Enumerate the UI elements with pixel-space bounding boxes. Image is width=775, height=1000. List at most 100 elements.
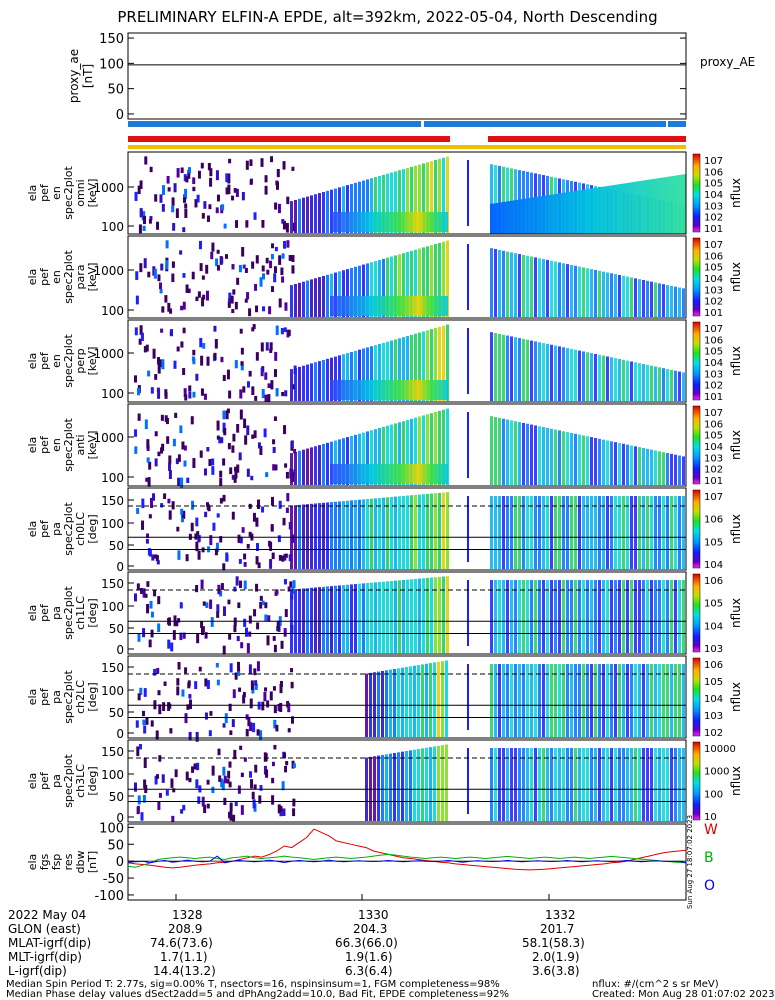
spectrogram-column: [606, 580, 609, 653]
spectrogram-pixel: [224, 713, 228, 724]
ylabel-line: pa: [50, 522, 63, 536]
spectrogram-pixel: [266, 635, 270, 646]
spectrogram-pixel: [204, 511, 208, 518]
spectrogram-pixel: [196, 531, 200, 537]
spectrogram-column: [646, 448, 649, 485]
ylabel-line: spec2plot: [62, 166, 75, 220]
spectrogram-column: [594, 437, 597, 485]
spectrogram-column: [586, 352, 589, 401]
colorbar-tick-label: 10000: [704, 744, 736, 755]
spectrogram-column: [586, 748, 589, 821]
spectrogram-column: [538, 664, 541, 737]
spectrogram-column: [650, 365, 653, 401]
spectrogram-pixel: [249, 698, 253, 709]
spectrogram-pixel: [180, 167, 184, 173]
spectrogram-column: [638, 447, 641, 485]
spectrogram-column: [526, 496, 529, 569]
spectrogram-pixel: [144, 156, 148, 165]
spectrogram-column: [538, 580, 541, 653]
spectrogram-pixel: [292, 808, 296, 817]
spectrogram-column: [382, 497, 385, 569]
spectrogram-pixel: [154, 775, 158, 785]
spectrogram-column: [654, 450, 657, 485]
spectrogram-column: [538, 748, 541, 821]
spectrogram-column: [350, 183, 353, 233]
fgs-ylabel-line: dbw: [74, 851, 87, 874]
spectrogram-pixel: [142, 588, 146, 598]
spectrogram-pixel: [222, 410, 226, 420]
colorbar-tick-label: 106: [704, 576, 723, 587]
spectrogram-column: [318, 445, 321, 485]
colorbar-tick-label: 101: [704, 224, 723, 235]
spectrogram-pixel: [250, 475, 254, 481]
colorbar-frame: [692, 741, 701, 821]
ylabel-line: ela: [26, 269, 39, 286]
spectrogram-column: [322, 443, 325, 485]
spectrogram-pixel: [221, 780, 225, 791]
spectrogram-pixel: [147, 271, 151, 278]
spectrogram-pixel: [233, 749, 237, 760]
spectrogram-column: [598, 354, 601, 401]
spectrogram-pixel: [150, 611, 154, 618]
spectrogram-column: [494, 333, 497, 401]
spectrogram-pixel: [173, 621, 177, 627]
spectrogram-column: [402, 169, 405, 233]
spectrogram-pixel: [223, 775, 227, 784]
spectrogram-pixel: [156, 667, 160, 675]
spectrogram-pixel: [199, 450, 203, 458]
colorbar-tick-label: 104: [704, 190, 723, 201]
spectrogram-column: [390, 256, 393, 317]
spectrogram-column: [437, 661, 440, 737]
spectrogram-column: [358, 583, 361, 653]
spectrogram-column: [401, 751, 404, 821]
spectrogram-pixel: [238, 265, 242, 273]
spectrogram-column: [326, 358, 329, 401]
spectrogram-pixel: [172, 630, 176, 640]
spectrogram-pixel: [237, 602, 241, 609]
spectrogram-pixel: [284, 553, 288, 558]
spectrogram-column: [646, 364, 649, 401]
status-bar-red-1: [128, 136, 450, 142]
spectrogram-pixel: [283, 425, 287, 435]
spectrogram-pixel: [264, 372, 268, 380]
spectrogram-column: [294, 199, 297, 233]
spectrogram-pixel: [246, 643, 250, 654]
spectrogram-column: [346, 269, 349, 317]
spectrogram-column: [550, 428, 553, 485]
spectrogram-column: [590, 748, 593, 821]
spectrogram-column: [562, 431, 565, 485]
spectrogram-column: [494, 580, 497, 653]
spectrogram-column: [658, 580, 661, 653]
spectrogram-pixel: [254, 395, 258, 401]
spectrogram-column: [638, 664, 641, 737]
spectrogram-pixel: [281, 219, 285, 224]
spectrogram-pixel: [149, 166, 153, 173]
spectrogram-column: [494, 748, 497, 821]
spectrogram-pixel: [201, 297, 205, 307]
spectrogram-column: [662, 664, 665, 737]
spectrogram-pixel: [281, 253, 285, 259]
spectrogram-column: [550, 748, 553, 821]
spectrogram-pixel: [134, 782, 138, 792]
spectrogram-pixel: [192, 186, 196, 192]
spectrogram-column: [654, 366, 657, 401]
spectrogram-column: [374, 429, 377, 485]
spectrogram-column: [370, 262, 373, 317]
spectrogram-pixel: [269, 541, 273, 551]
spectrogram-column: [614, 580, 617, 653]
spectrogram-pixel: [264, 175, 268, 183]
spectrogram-pixel: [174, 412, 178, 418]
spectrogram-panel-pa-ch2: 150 100 50 0 ela pef pa spec2plot ch2LC [deg] 106 1…: [26, 655, 743, 742]
spectrogram-column: [362, 499, 365, 569]
spectrogram-column: [642, 363, 645, 401]
gap-marker: [467, 244, 469, 310]
spectrogram-column: [378, 175, 381, 233]
spectrogram-column: [290, 285, 293, 317]
spectrogram-column: [418, 164, 421, 233]
spectrogram-column: [550, 260, 553, 317]
proxy-ae-ytick-label: 0: [116, 108, 124, 123]
spectrogram-column: [294, 367, 297, 401]
spectrogram-column: [606, 440, 609, 485]
spectrogram-pixel: [262, 306, 266, 312]
